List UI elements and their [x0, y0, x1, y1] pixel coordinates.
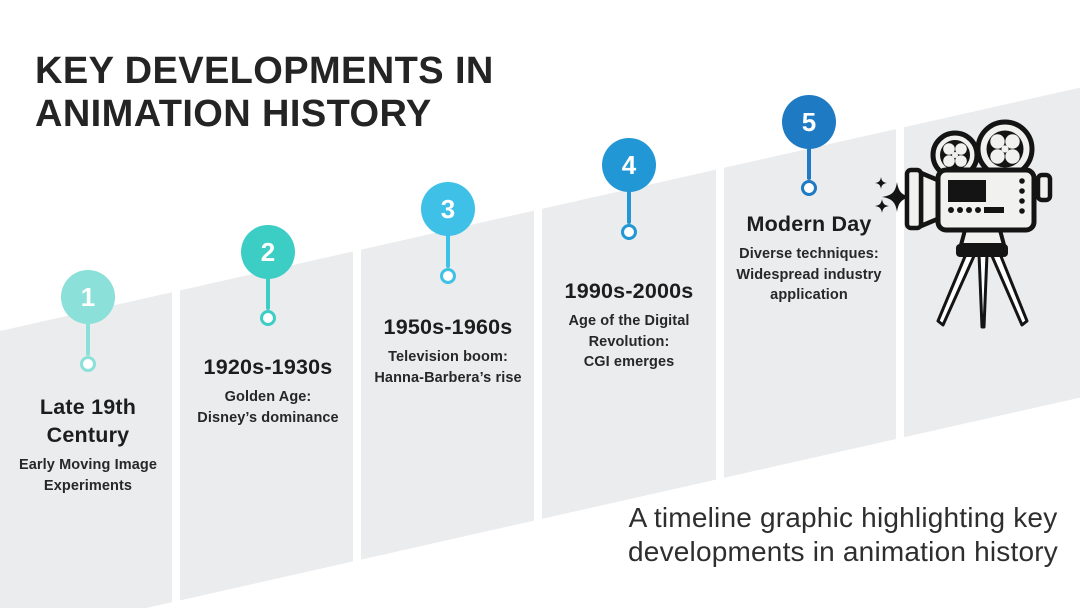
step-anchor-ring — [620, 223, 637, 240]
mount-collar — [956, 244, 1008, 257]
step-connector-line — [807, 146, 811, 180]
step-connector-line — [627, 189, 631, 224]
page-title-line-1: KEY DEVELOPMENTS IN — [35, 50, 494, 92]
sparkle-icon — [875, 177, 912, 213]
step-heading: 1990s-2000s — [564, 279, 694, 303]
step-heading: Late 19th Century — [39, 395, 137, 447]
step-text-block: Late 19th Century Early Moving Image Experi… — [0, 393, 180, 496]
step-number-badge: 3 — [421, 182, 475, 236]
page-title-line-2: ANIMATION HISTORY — [35, 93, 432, 135]
page-title: KEY DEVELOPMENTS IN ANIMATION HISTORY — [35, 50, 494, 136]
step-anchor-ring — [79, 355, 96, 372]
step-heading: Modern Day — [746, 212, 872, 236]
caption-line-2: developments in animation history — [628, 536, 1058, 567]
film-camera-illustration — [875, 119, 1053, 329]
step-text-block: 1950s-1960s Television boom: Hanna-Barbera… — [356, 313, 540, 388]
camera-body — [935, 167, 1037, 233]
column-gap-5 — [896, 0, 904, 608]
step-connector-line — [266, 276, 270, 310]
step-connector-line — [446, 233, 450, 268]
step-description: Diverse techniques: Widespread industry ap… — [736, 246, 882, 303]
step-connector-line — [86, 321, 90, 356]
caption-line-1: A timeline graphic highlighting key — [628, 502, 1058, 533]
column-gap-1 — [172, 0, 180, 608]
step-number-badge: 5 — [782, 95, 836, 149]
step-text-block: 1920s-1930s Golden Age: Disney’s dominance — [176, 353, 360, 428]
camera-lens — [904, 167, 943, 231]
step-heading: 1920s-1930s — [203, 355, 333, 379]
step-number-badge: 1 — [61, 270, 115, 324]
step-number-badge: 2 — [241, 225, 295, 279]
column-gap-3 — [534, 0, 542, 608]
step-anchor-ring — [259, 309, 276, 326]
film-reel-icon — [975, 119, 1035, 179]
step-description: Age of the Digital Revolution: CGI emerges — [568, 313, 690, 370]
step-description: Golden Age: Disney’s dominance — [197, 389, 339, 426]
caption: A timeline graphic highlighting key deve… — [602, 501, 1080, 569]
step-description: Early Moving Image Experiments — [19, 457, 157, 494]
step-anchor-ring — [439, 267, 456, 284]
step-heading: 1950s-1960s — [383, 315, 513, 339]
step-anchor-ring — [800, 179, 817, 196]
column-gap-2 — [353, 0, 361, 608]
tripod — [936, 252, 1029, 329]
step-description: Television boom: Hanna-Barbera’s rise — [374, 349, 522, 386]
step-number-badge: 4 — [602, 138, 656, 192]
step-text-block: Modern Day Diverse techniques: Widespread … — [717, 210, 901, 306]
step-text-block: 1990s-2000s Age of the Digital Revolution:… — [537, 277, 721, 373]
column-gap-4 — [716, 0, 724, 608]
